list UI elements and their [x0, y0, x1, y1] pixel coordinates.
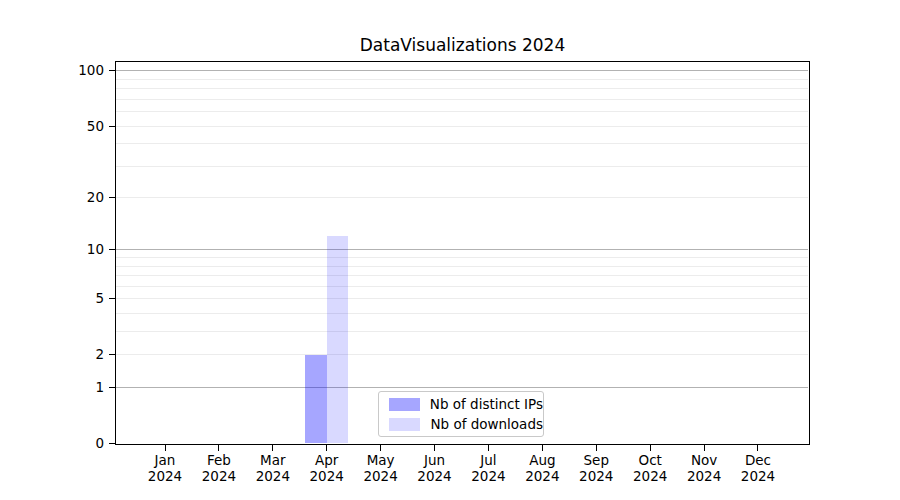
y-tick-label: 100 — [38, 62, 104, 79]
x-tick-mark — [596, 445, 597, 451]
gridline-minor — [116, 197, 808, 198]
legend-swatch-downloads — [389, 418, 420, 431]
x-tick-mark — [488, 445, 489, 451]
gridline-minor — [116, 111, 808, 112]
y-tick-label: 5 — [38, 290, 104, 307]
gridline-minor — [116, 166, 808, 167]
gridline-major — [116, 249, 808, 250]
y-tick-label: 2 — [38, 346, 104, 363]
x-tick-year: 2024 — [726, 468, 790, 484]
x-tick-mark — [272, 445, 273, 451]
gridline-minor — [116, 275, 808, 276]
x-tick-mark — [542, 445, 543, 451]
gridline-minor — [116, 99, 808, 100]
x-tick-mark — [165, 445, 166, 451]
y-tick-mark — [109, 126, 115, 127]
gridline-minor — [116, 88, 808, 89]
bar-nb-of-distinct-ips — [305, 355, 327, 444]
chart-figure: DataVisualizations 2024 0125102050100Jan… — [0, 0, 900, 500]
gridline-major — [116, 387, 808, 388]
y-tick-mark — [109, 387, 115, 388]
legend-item-downloads: Nb of downloads — [379, 416, 543, 433]
gridline-minor — [116, 298, 808, 299]
y-tick-label: 10 — [38, 241, 104, 258]
x-tick-mark — [704, 445, 705, 451]
legend: Nb of distinct IPs Nb of downloads — [378, 391, 544, 437]
gridline-minor — [116, 266, 808, 267]
gridline-minor — [116, 79, 808, 80]
y-tick-mark — [109, 249, 115, 250]
y-tick-label: 1 — [38, 379, 104, 396]
y-tick-mark — [109, 443, 115, 444]
gridline-minor — [116, 354, 808, 355]
gridline-minor — [116, 126, 808, 127]
gridline-minor — [116, 331, 808, 332]
x-tick-month: Dec — [726, 452, 790, 468]
gridline-minor — [116, 286, 808, 287]
gridline-minor — [116, 313, 808, 314]
x-tick-mark — [434, 445, 435, 451]
y-tick-label: 50 — [38, 118, 104, 135]
legend-item-distinct-ips: Nb of distinct IPs — [379, 396, 543, 413]
x-tick-mark — [380, 445, 381, 451]
gridline-minor — [116, 143, 808, 144]
x-tick-label: Dec2024 — [726, 452, 790, 484]
y-tick-label: 20 — [38, 189, 104, 206]
y-tick-label: 0 — [38, 435, 104, 452]
y-tick-mark — [109, 298, 115, 299]
y-tick-mark — [109, 197, 115, 198]
gridline-minor — [116, 257, 808, 258]
legend-swatch-distinct-ips — [389, 398, 420, 411]
x-tick-mark — [218, 445, 219, 451]
chart-title: DataVisualizations 2024 — [115, 35, 810, 55]
y-tick-mark — [109, 354, 115, 355]
legend-label-distinct-ips: Nb of distinct IPs — [430, 396, 543, 413]
x-tick-mark — [326, 445, 327, 451]
x-tick-mark — [757, 445, 758, 451]
bar-nb-of-downloads — [327, 236, 349, 443]
x-tick-mark — [650, 445, 651, 451]
gridline-major — [116, 70, 808, 71]
legend-label-downloads: Nb of downloads — [430, 416, 543, 433]
y-tick-mark — [109, 70, 115, 71]
